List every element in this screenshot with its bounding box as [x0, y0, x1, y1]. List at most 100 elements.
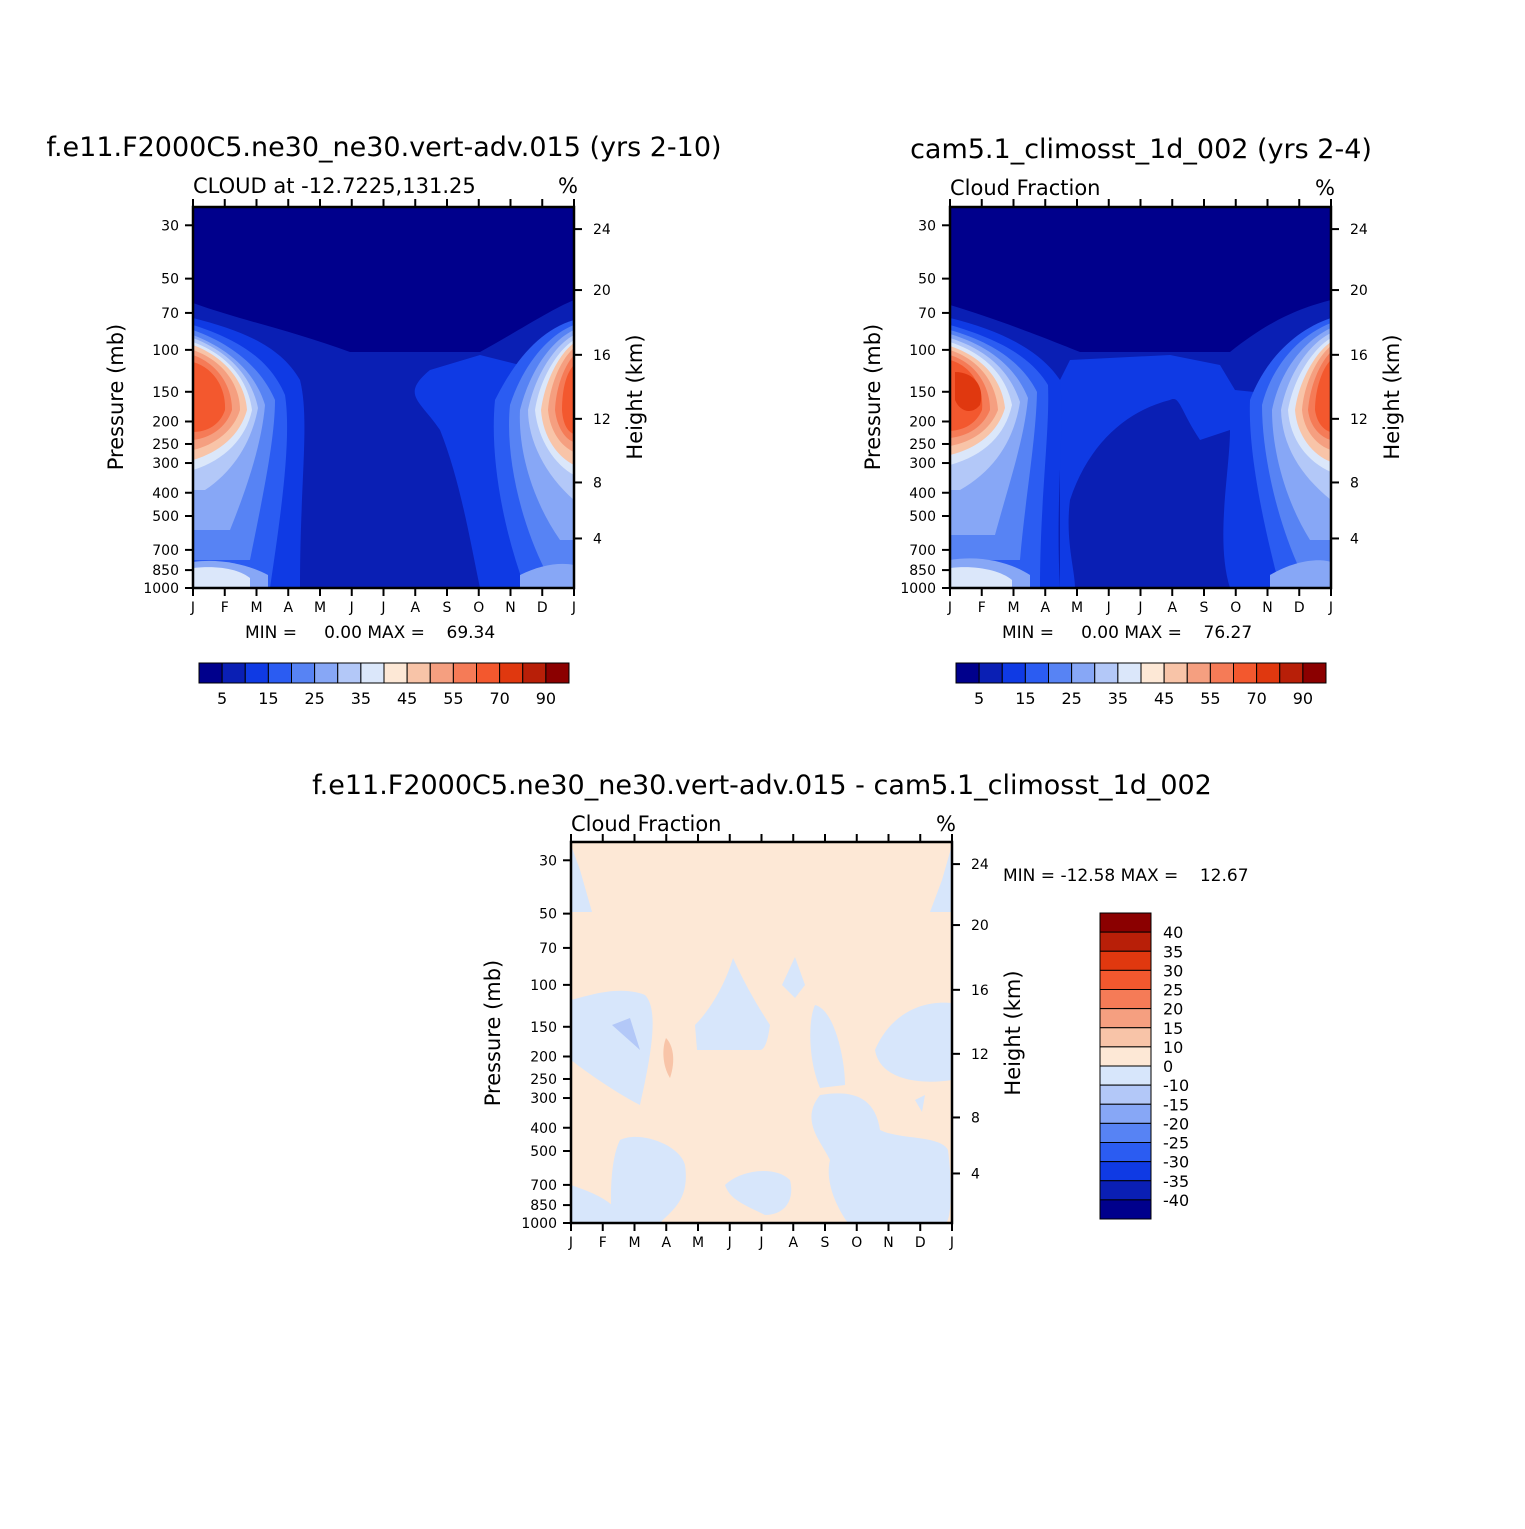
- c1-bottom-c: [520, 563, 574, 588]
- height-tick-label: 20: [593, 283, 611, 299]
- diff-colorbar-swatch: [1099, 912, 1152, 933]
- colorbar-swatch: [244, 662, 269, 684]
- height-tick-label: 4: [1350, 531, 1359, 547]
- x-tick-label: J: [758, 1235, 763, 1251]
- colorbar-swatch: [1163, 662, 1188, 684]
- pressure-tick-label: 250: [530, 1072, 557, 1088]
- pressure-tick-label: 150: [152, 385, 179, 401]
- pressure-tick-label: 50: [918, 272, 936, 288]
- height-tick-label: 12: [1350, 412, 1368, 428]
- panel-1-colorbar: 5 15 25 35 45 55 70 90: [198, 662, 570, 708]
- x-tick-label: F: [599, 1235, 607, 1251]
- height-tick-label: 4: [971, 1166, 980, 1182]
- x-tick-label: J: [1328, 600, 1333, 616]
- x-tick-label: A: [661, 1235, 671, 1251]
- colorbar-swatch: [1140, 662, 1165, 684]
- pressure-tick-label: 100: [152, 343, 179, 359]
- pressure-tick-label: 50: [539, 907, 557, 923]
- pressure-tick-label: 1000: [900, 581, 936, 597]
- x-tick-label: A: [1040, 600, 1050, 616]
- colorbar-swatch: [267, 662, 292, 684]
- c2-level-11b: [1315, 360, 1331, 432]
- panel-2-subtitle: Cloud Fraction: [950, 176, 1101, 200]
- pressure-tick-label: 850: [152, 563, 179, 579]
- x-tick-label: D: [1294, 600, 1305, 616]
- pressure-tick-label: 850: [530, 1198, 557, 1214]
- colorbar-label: 25: [304, 689, 324, 708]
- x-tick-label: J: [380, 600, 385, 616]
- colorbar-label: 90: [1293, 689, 1313, 708]
- colorbar-label: 55: [443, 689, 463, 708]
- pressure-tick-label: 250: [909, 437, 936, 453]
- diff-colorbar-label: -40: [1163, 1191, 1189, 1210]
- colorbar-swatch: [1279, 662, 1304, 684]
- pressure-tick-label: 700: [152, 543, 179, 559]
- panel-3-subtitle: Cloud Fraction: [571, 812, 722, 836]
- x-tick-label: J: [571, 600, 576, 616]
- x-tick-label: D: [537, 600, 548, 616]
- pressure-tick-label: 500: [909, 509, 936, 525]
- x-tick-label: N: [883, 1235, 893, 1251]
- pressure-tick-label: 1000: [521, 1216, 557, 1232]
- panel-1: f.e11.F2000C5.ne30_ne30.vert-adv.015 (yr…: [46, 132, 721, 708]
- x-tick-label: A: [788, 1235, 798, 1251]
- diff-colorbar-label: 0: [1163, 1057, 1173, 1076]
- panel-3-contours: [571, 842, 952, 1223]
- colorbar-swatch: [360, 662, 385, 684]
- height-tick-label: 24: [971, 857, 989, 873]
- height-tick-label: 20: [1350, 283, 1368, 299]
- pressure-tick-label: 850: [909, 563, 936, 579]
- diff-colorbar-swatch: [1099, 1065, 1152, 1086]
- diff-colorbar-label: -25: [1163, 1134, 1189, 1153]
- colorbar-label: 35: [1108, 689, 1128, 708]
- diff-colorbar-swatch: [1099, 1161, 1152, 1182]
- height-tick-label: 12: [593, 412, 611, 428]
- x-tick-label: M: [628, 1235, 640, 1251]
- pressure-tick-label: 700: [909, 543, 936, 559]
- pressure-tick-label: 70: [918, 306, 936, 322]
- colorbar-swatch: [291, 662, 316, 684]
- pressure-tick-label: 30: [918, 218, 936, 234]
- colorbar-swatch: [955, 662, 980, 684]
- panel-2: cam5.1_climosst_1d_002 (yrs 2-4) Cloud F…: [861, 134, 1404, 708]
- x-tick-label: J: [568, 1235, 573, 1251]
- colorbar-label: 15: [258, 689, 278, 708]
- x-tick-label: S: [821, 1235, 830, 1251]
- c1-level-11b: [562, 365, 574, 434]
- panel-2-colorbar: 5 15 25 35 45 55 70 90: [955, 662, 1327, 708]
- x-tick-label: J: [1106, 600, 1111, 616]
- c1-bottom-b: [193, 567, 250, 588]
- diff-colorbar-swatch: [1099, 969, 1152, 990]
- colorbar-swatch: [499, 662, 524, 684]
- panel-1-subtitle: CLOUD at -12.7225,131.25: [193, 174, 476, 198]
- colorbar-label: 70: [1246, 689, 1266, 708]
- colorbar-label: 35: [351, 689, 371, 708]
- colorbar-label: 70: [489, 689, 509, 708]
- x-tick-label: M: [1071, 600, 1083, 616]
- colorbar-swatch: [1117, 662, 1142, 684]
- height-tick-label: 8: [1350, 475, 1359, 491]
- x-tick-label: J: [1137, 600, 1142, 616]
- panel-2-contours: [950, 207, 1331, 588]
- height-tick-label: 8: [971, 1110, 980, 1126]
- diff-colorbar-swatch: [1099, 1027, 1152, 1048]
- diff-colorbar-swatch: [1099, 931, 1152, 952]
- x-tick-label: J: [947, 600, 952, 616]
- pressure-tick-label: 200: [152, 415, 179, 431]
- pressure-tick-label: 250: [152, 437, 179, 453]
- panel-2-axes: J F M A M J J A S O N D J 30 50 70 100 150 200 250 300 400 500…: [900, 199, 1368, 616]
- colorbar-swatch: [1094, 662, 1119, 684]
- x-tick-label: M: [250, 600, 262, 616]
- x-tick-label: J: [190, 600, 195, 616]
- diff-colorbar-swatch: [1099, 1142, 1152, 1163]
- colorbar-swatch: [476, 662, 501, 684]
- pressure-tick-label: 400: [909, 486, 936, 502]
- pressure-tick-label: 100: [909, 343, 936, 359]
- x-tick-label: N: [1262, 600, 1272, 616]
- d-neg-bottom-left: [571, 1185, 612, 1223]
- pressure-tick-label: 400: [152, 486, 179, 502]
- panel-3: f.e11.F2000C5.ne30_ne30.vert-adv.015 - c…: [312, 770, 1248, 1251]
- pressure-tick-label: 400: [530, 1121, 557, 1137]
- c2-level-12: [955, 372, 982, 412]
